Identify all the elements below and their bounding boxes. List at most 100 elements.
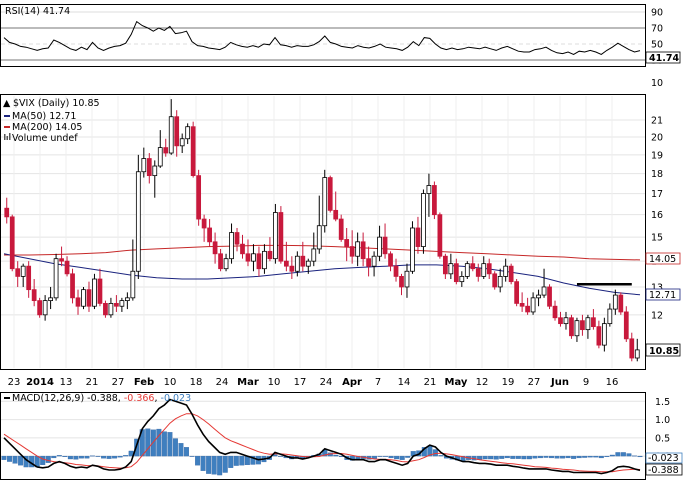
rsi-axis: 9070503010 <box>651 8 663 90</box>
date-tick-label: 21 <box>424 377 437 388</box>
candle-body <box>75 297 81 307</box>
macd-histogram-bar <box>228 455 234 468</box>
macd-histogram-bar <box>73 455 79 460</box>
candle-body <box>245 253 251 262</box>
macd-histogram-bar <box>609 454 615 457</box>
macd-histogram-bar <box>543 455 549 458</box>
candle-body <box>618 294 624 313</box>
macd-histogram-bar <box>593 455 599 458</box>
macd-histogram-bar <box>637 455 643 458</box>
volume-bars-icon <box>4 133 11 140</box>
candle-body <box>174 116 180 147</box>
candle-body <box>607 308 613 325</box>
candle-body <box>536 294 541 299</box>
candle-body <box>152 165 158 177</box>
candle-body <box>366 258 371 267</box>
macd-hist-value-badge: -0.023 <box>645 452 683 464</box>
candle-body <box>360 241 366 260</box>
ma50-value: 12.71 <box>649 290 676 301</box>
rsi-value-badge: 41.74 <box>645 51 681 64</box>
candle-body <box>311 248 317 262</box>
candle-body <box>305 260 311 267</box>
candle-body <box>585 317 591 331</box>
macd-histogram-bar <box>178 443 184 457</box>
macd-histogram-bar <box>222 455 228 473</box>
date-tick-label: Apr <box>342 377 362 388</box>
candle-body <box>157 147 163 167</box>
macd-histogram-bar <box>615 452 621 457</box>
candle-body <box>267 250 273 260</box>
date-tick-label: 10 <box>164 377 177 388</box>
macd-histogram-bar <box>488 455 494 460</box>
macd-histogram-bar <box>565 455 571 459</box>
candle-body <box>262 250 267 270</box>
macd-histogram-bar <box>631 455 637 457</box>
candle-body <box>251 253 256 262</box>
candle-body <box>448 263 454 275</box>
candle-body <box>130 270 136 299</box>
macd-histogram-bar <box>576 455 582 459</box>
candle-body <box>9 216 15 270</box>
macd-histogram-bar <box>333 454 339 457</box>
date-tick-label: May <box>445 377 468 388</box>
candle-body <box>322 177 328 227</box>
macd-histogram-bar <box>189 455 195 457</box>
candle-body <box>349 246 355 257</box>
candle-body <box>218 253 223 270</box>
date-tick-label: 27 <box>112 377 125 388</box>
macd-histogram-bar <box>383 455 389 457</box>
ma50-line <box>3 253 641 296</box>
date-tick-label: 16 <box>606 377 619 388</box>
macd-histogram-bar <box>504 455 510 459</box>
candle-body <box>108 303 114 316</box>
macd-label-hist: -0.023 <box>161 393 192 404</box>
price-gridlines <box>1 96 645 368</box>
date-tick-label: 21 <box>86 377 99 388</box>
macd-histogram-bar <box>399 455 405 460</box>
candle-body <box>212 241 218 255</box>
macd-histogram-bar <box>554 455 560 459</box>
macd-histogram-bar <box>427 446 433 457</box>
macd-tick-label: 1.0 <box>655 415 670 426</box>
macd-value: -0.388 <box>648 465 679 476</box>
date-tick-label: 12 <box>476 377 489 388</box>
candle-body <box>37 300 43 316</box>
date-tick-label: 9 <box>583 377 589 388</box>
macd-histogram-bar <box>156 428 162 457</box>
price-tick-label: 21 <box>651 116 663 127</box>
candle-body <box>580 320 585 331</box>
date-tick-label: Feb <box>134 377 154 388</box>
candlesticks <box>4 99 640 362</box>
macd-histogram-bar <box>250 455 256 465</box>
candle-body <box>569 317 574 337</box>
candle-body <box>497 276 503 288</box>
macd-histogram-bar <box>620 452 626 457</box>
macd-histogram-bar <box>278 455 284 457</box>
macd-label-sep: , <box>154 393 160 404</box>
candle-body <box>81 289 86 307</box>
candle-body <box>15 268 21 277</box>
candle-body <box>4 207 10 218</box>
candle-body <box>163 147 169 154</box>
date-tick-label: 10 <box>268 377 281 388</box>
candle-body <box>508 265 514 283</box>
date-tick-label: 24 <box>320 377 333 388</box>
price-tick-label: 13 <box>651 282 663 293</box>
candle-body <box>114 303 119 307</box>
rsi-gridlines <box>1 11 645 61</box>
macd-histogram-bar <box>112 455 118 459</box>
candle-body <box>547 286 552 307</box>
date-tick-label: 2014 <box>26 377 54 388</box>
macd-histogram-bar <box>62 455 68 457</box>
date-tick-label: Jun <box>550 377 569 388</box>
candle-body <box>327 177 333 211</box>
candle-body <box>612 294 618 310</box>
macd-tick-label: 1.5 <box>655 397 670 408</box>
symbol-line: $VIX (Daily) 10.85 <box>13 98 100 109</box>
candle-body <box>59 258 64 262</box>
candle-body <box>53 258 59 299</box>
macd-histogram-bar <box>515 455 521 459</box>
date-axis: 23 2014 13 21 27 Feb 10 18 24 Mar 10 17 24 Apr 7 14 21 Ma… <box>8 377 619 388</box>
candle-body <box>229 232 234 260</box>
candle-body <box>119 300 125 307</box>
